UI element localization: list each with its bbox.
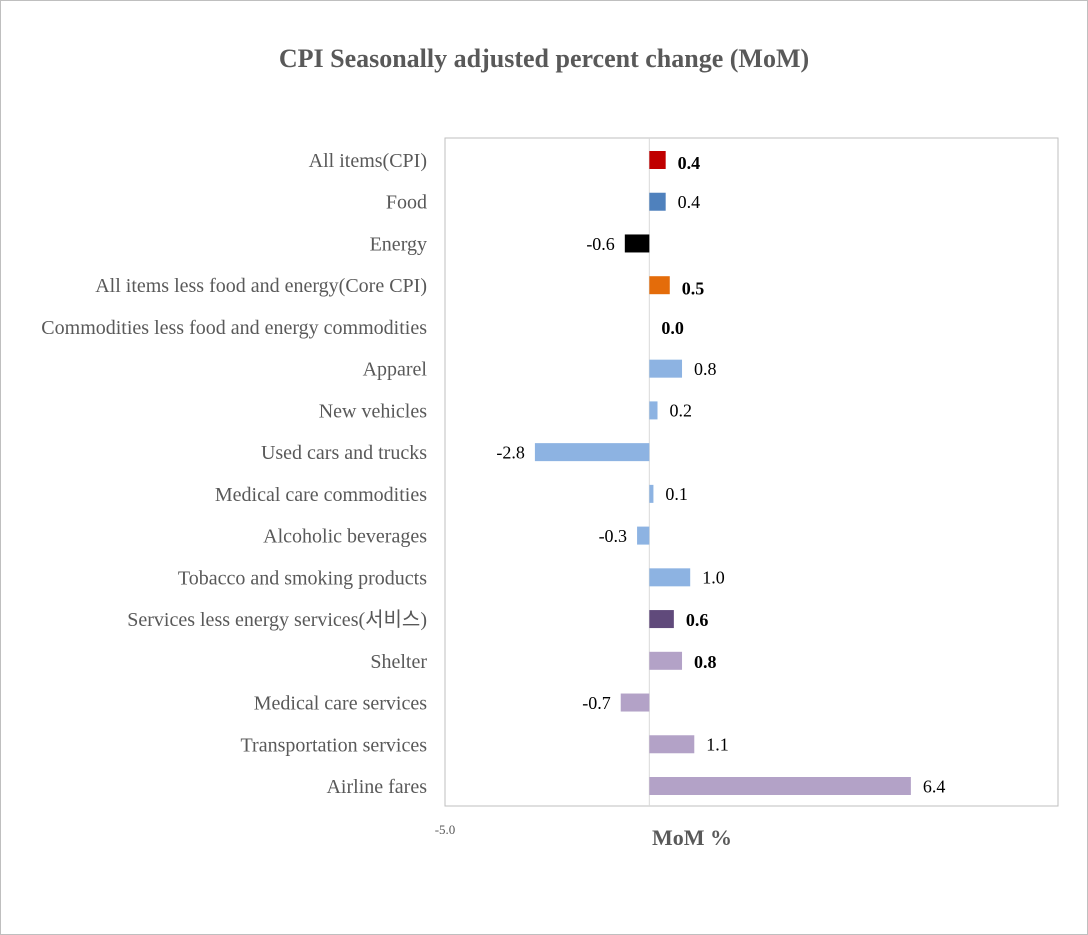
category-label: Airline fares [326, 776, 427, 798]
category-label: Energy [370, 233, 427, 255]
bar [620, 693, 650, 712]
data-label: 1.1 [706, 735, 729, 755]
category-label: All items less food and energy(Core CPI) [95, 275, 427, 297]
category-label: Apparel [363, 359, 428, 381]
bar [649, 568, 691, 587]
data-label: 0.0 [661, 318, 684, 338]
bar [649, 735, 695, 754]
data-label: -0.7 [582, 693, 611, 713]
bar [649, 276, 670, 295]
category-label: Food [386, 192, 427, 214]
data-label: 0.5 [682, 278, 705, 298]
bar [649, 777, 911, 795]
data-label: 0.8 [694, 359, 717, 379]
data-label: 0.4 [678, 192, 701, 212]
category-label: Tobacco and smoking products [178, 567, 427, 589]
data-label: 0.1 [665, 484, 688, 504]
data-label: -0.3 [599, 526, 628, 546]
data-label: -2.8 [496, 442, 525, 462]
x-tick-label: -5.0 [435, 822, 456, 837]
bar [649, 401, 658, 420]
bar [534, 443, 650, 462]
bar [624, 234, 650, 253]
data-label: 1.0 [702, 568, 725, 588]
data-label: 0.6 [686, 610, 709, 630]
category-label: Transportation services [241, 734, 428, 756]
data-label: 6.4 [923, 776, 946, 796]
chart-title: CPI Seasonally adjusted percent change (… [278, 44, 810, 73]
bar [649, 651, 683, 670]
category-label: Shelter [370, 651, 427, 673]
data-label: 0.2 [670, 401, 693, 421]
category-label: New vehicles [319, 400, 428, 422]
category-label: Alcoholic beverages [263, 526, 427, 548]
category-label: Used cars and trucks [261, 442, 427, 464]
category-label: Medical care commodities [215, 484, 427, 506]
data-label: 0.8 [694, 652, 717, 672]
bar [649, 359, 683, 378]
data-label: 0.4 [678, 153, 701, 173]
bar [649, 192, 666, 211]
x-axis-title: MoM % [652, 825, 732, 850]
bar [649, 610, 674, 629]
bar [649, 484, 654, 503]
plot-area [444, 137, 1059, 807]
bar [637, 526, 650, 545]
category-label: Services less energy services(서비스) [127, 608, 427, 631]
bar [649, 151, 666, 169]
category-label: Commodities less food and energy commodi… [41, 317, 427, 339]
category-label: Medical care services [254, 693, 427, 715]
data-label: -0.6 [586, 234, 615, 254]
category-label: All items(CPI) [309, 150, 427, 172]
